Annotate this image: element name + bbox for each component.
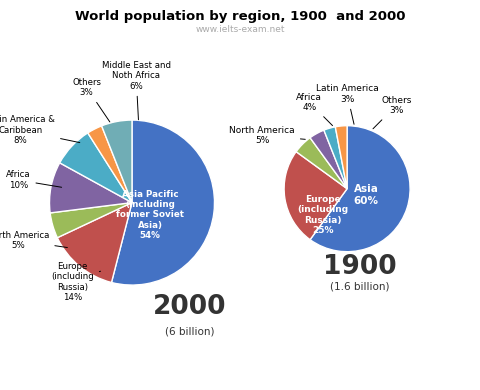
- Text: Middle East and
Noth Africa
6%: Middle East and Noth Africa 6%: [102, 61, 170, 120]
- Text: North America
5%: North America 5%: [229, 126, 305, 145]
- Text: Asia
60%: Asia 60%: [353, 184, 379, 206]
- Wedge shape: [49, 163, 132, 213]
- Text: Others
3%: Others 3%: [373, 96, 411, 129]
- Text: Africa
10%: Africa 10%: [6, 170, 61, 190]
- Wedge shape: [310, 126, 410, 252]
- Text: Latin America &
Caribbean
8%: Latin America & Caribbean 8%: [0, 115, 80, 145]
- Wedge shape: [111, 120, 215, 285]
- Wedge shape: [50, 202, 132, 238]
- Text: Europe
(including
Russia)
14%: Europe (including Russia) 14%: [51, 262, 100, 302]
- Text: North America
5%: North America 5%: [0, 230, 67, 250]
- Text: Others
3%: Others 3%: [72, 78, 110, 122]
- Text: 1900: 1900: [323, 254, 396, 280]
- Text: Africa
4%: Africa 4%: [296, 92, 333, 126]
- Wedge shape: [102, 120, 132, 202]
- Wedge shape: [310, 130, 347, 189]
- Wedge shape: [336, 126, 347, 189]
- Wedge shape: [284, 152, 347, 240]
- Text: Latin America
3%: Latin America 3%: [316, 84, 378, 124]
- Text: Asia Pacific
(including
former Soviet
Asia)
54%: Asia Pacific (including former Soviet As…: [116, 190, 184, 240]
- Wedge shape: [296, 138, 347, 189]
- Wedge shape: [324, 127, 347, 189]
- Wedge shape: [60, 133, 132, 202]
- Text: www.ielts-exam.net: www.ielts-exam.net: [195, 25, 285, 34]
- Text: 2000: 2000: [153, 294, 227, 320]
- Text: World population by region, 1900  and 2000: World population by region, 1900 and 200…: [75, 10, 405, 23]
- Wedge shape: [57, 202, 132, 282]
- Text: (1.6 billion): (1.6 billion): [330, 282, 389, 291]
- Wedge shape: [88, 126, 132, 202]
- Text: Europe
(including
Russia)
25%: Europe (including Russia) 25%: [298, 195, 349, 235]
- Text: (6 billion): (6 billion): [165, 326, 215, 337]
